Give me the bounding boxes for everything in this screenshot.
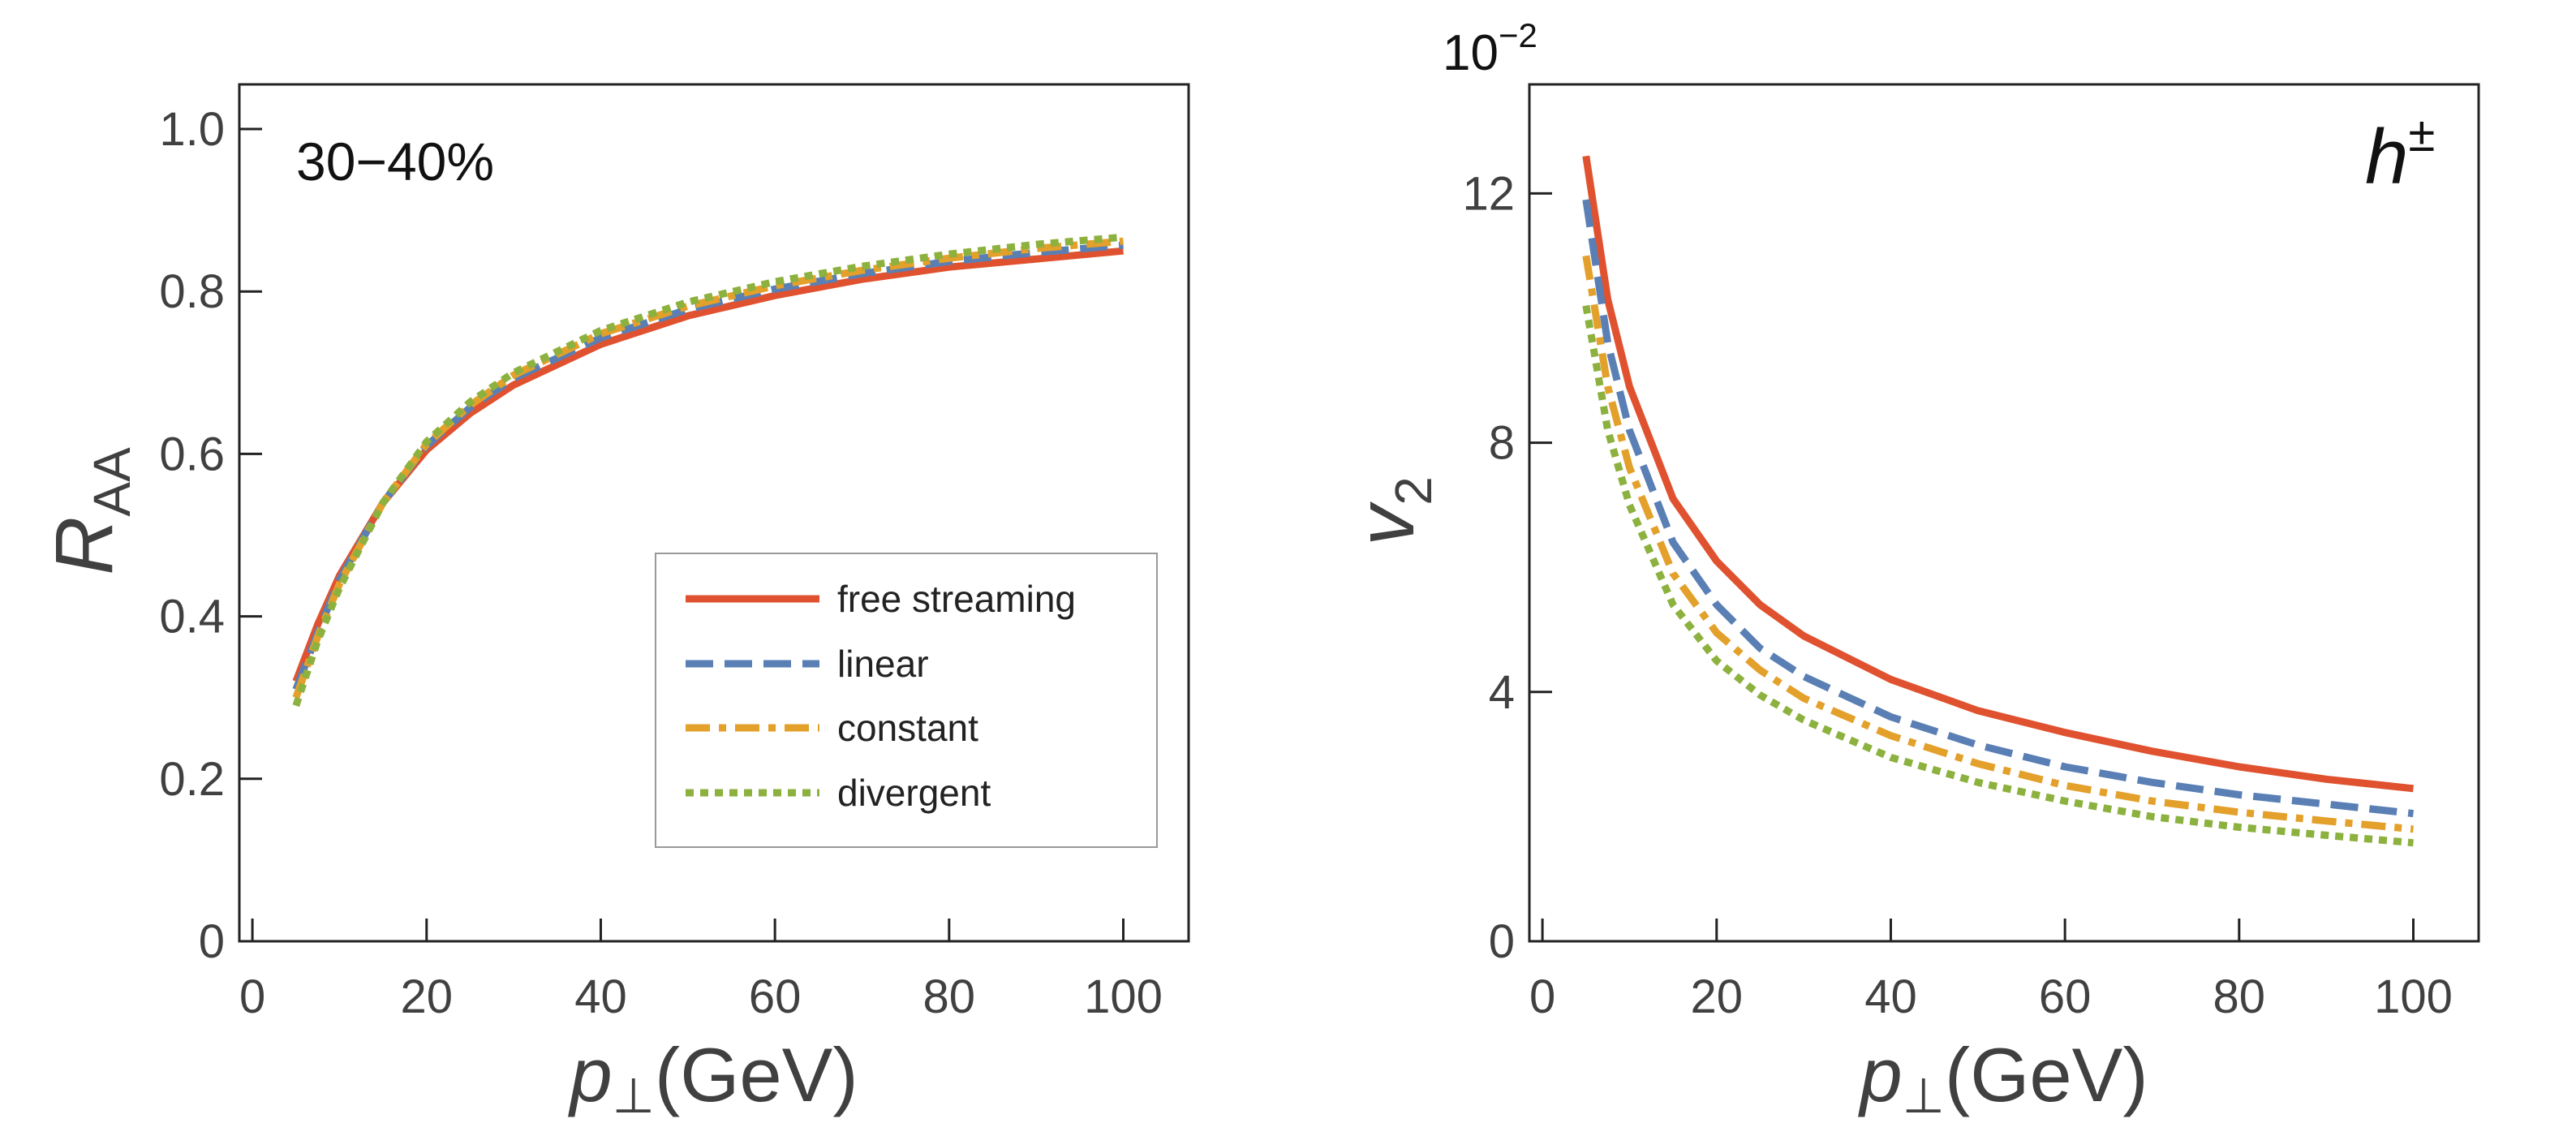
- left-series-group: [292, 233, 1124, 708]
- left-x-axis-title-main: p: [567, 1032, 612, 1117]
- legend: free streaming linear constant divergent: [655, 553, 1158, 848]
- legend-label-linear: linear: [837, 643, 929, 685]
- left-axis-ticks: 0 20 40 60 80 100 0 0.2 0.4 0.6 0.8 1.0: [159, 103, 1163, 1023]
- left-y-axis-title-main: R: [39, 517, 130, 575]
- legend-label-free-streaming: free streaming: [837, 578, 1076, 620]
- right-y-tick-label: 12: [1462, 167, 1515, 220]
- right-x-tick-label: 20: [1691, 970, 1744, 1023]
- right-series-divergent: [1582, 304, 2414, 847]
- left-x-axis-title-unit: (GeV): [655, 1032, 858, 1117]
- left-y-axis-title: RAA: [39, 447, 141, 575]
- right-x-tick-label: 0: [1529, 970, 1555, 1023]
- left-y-axis-title-sub: AA: [83, 447, 141, 517]
- left-centrality-annotation: 30−40%: [296, 131, 494, 191]
- left-x-tick-label: 60: [749, 970, 802, 1023]
- left-x-tick-label: 100: [1084, 970, 1163, 1023]
- right-y-axis-title-sub: 2: [1384, 476, 1443, 506]
- left-y-tick-label: 0.6: [159, 428, 225, 480]
- right-x-tick-label: 40: [1864, 970, 1917, 1023]
- legend-item-constant: constant: [686, 707, 978, 749]
- right-plot-frame: [1528, 83, 2480, 943]
- legend-label-divergent: divergent: [837, 772, 991, 814]
- legend-item-linear: linear: [686, 643, 929, 685]
- left-y-tick-label: 0.8: [159, 265, 225, 318]
- legend-label-constant: constant: [837, 707, 978, 749]
- right-y-axis-title: v2: [1340, 476, 1443, 546]
- right-y-scale-label: 10−2: [1443, 16, 1537, 81]
- right-x-axis-title: p⊥(GeV): [1857, 1032, 2148, 1123]
- left-plot-frame: [238, 83, 1190, 943]
- right-particle-annotation-sup: ±: [2408, 107, 2435, 161]
- legend-item-divergent: divergent: [686, 772, 991, 814]
- right-series-constant: [1582, 255, 2414, 833]
- right-x-axis-title-main: p: [1857, 1032, 1902, 1117]
- left-y-tick-label: 0: [199, 915, 225, 968]
- legend-item-free-streaming: free streaming: [686, 578, 1076, 620]
- left-x-axis-title: p⊥(GeV): [567, 1032, 858, 1123]
- right-y-axis-title-main: v: [1340, 501, 1431, 546]
- left-y-tick-label: 1.0: [159, 103, 225, 156]
- right-particle-annotation-main: h: [2365, 114, 2408, 200]
- right-y-tick-label: 0: [1489, 915, 1515, 968]
- right-x-tick-label: 60: [2039, 970, 2092, 1023]
- right-series-group: [1582, 155, 2414, 847]
- right-x-tick-label: 100: [2374, 970, 2453, 1023]
- right-y-tick-label: 4: [1489, 666, 1515, 719]
- left-x-tick-label: 80: [923, 970, 976, 1023]
- left-y-tick-label: 0.4: [159, 591, 225, 643]
- left-x-tick-label: 40: [574, 970, 627, 1023]
- right-axis-ticks: 0 20 40 60 80 100 0 4 8 12: [1462, 167, 2452, 1023]
- right-y-scale-exponent: −2: [1499, 16, 1537, 54]
- right-chart-panel: 0 20 40 60 80 100 0 4 8 12 10−2 h± v2 p⊥(GeV): [1340, 16, 2480, 1123]
- right-series-linear: [1582, 199, 2414, 818]
- left-x-axis-title-sub: ⊥: [613, 1069, 655, 1123]
- right-y-scale-base: 10: [1443, 25, 1499, 81]
- left-x-tick-label: 0: [239, 970, 265, 1023]
- right-x-axis-title-sub: ⊥: [1903, 1069, 1945, 1123]
- right-x-tick-label: 80: [2213, 970, 2266, 1023]
- left-y-tick-label: 0.2: [159, 753, 225, 806]
- right-particle-annotation: h±: [2365, 107, 2435, 200]
- right-y-tick-label: 8: [1489, 417, 1515, 470]
- left-series-divergent: [292, 233, 1124, 708]
- right-x-axis-title-unit: (GeV): [1945, 1032, 2148, 1117]
- left-x-tick-label: 20: [401, 970, 454, 1023]
- right-series-free-streaming: [1582, 155, 2414, 793]
